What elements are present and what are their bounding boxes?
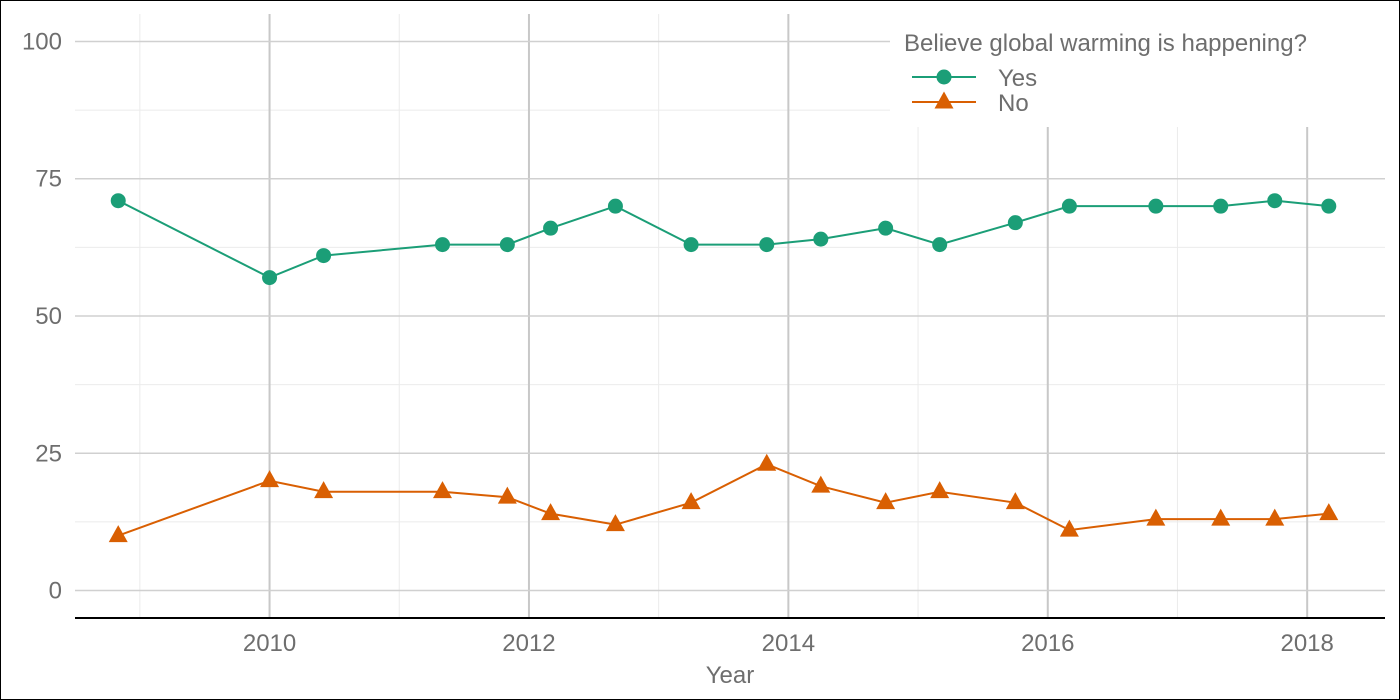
- y-tick-label: 75: [35, 166, 62, 193]
- x-tick-label: 2012: [502, 630, 555, 657]
- data-point-no: [1146, 508, 1166, 526]
- data-point-no: [1265, 508, 1285, 526]
- data-point-yes: [1321, 198, 1337, 214]
- legend-marker-yes: [936, 69, 952, 85]
- data-point-no: [757, 453, 777, 471]
- data-point-yes: [543, 220, 559, 236]
- data-point-yes: [316, 248, 332, 264]
- data-point-no: [108, 525, 128, 543]
- x-axis-title: Year: [706, 662, 755, 689]
- data-point-yes: [262, 270, 278, 286]
- data-point-no: [1005, 492, 1025, 510]
- data-point-yes: [1061, 198, 1077, 214]
- data-point-no: [314, 481, 334, 499]
- legend-item-yes: Yes: [912, 65, 1037, 92]
- data-point-no: [605, 514, 625, 532]
- data-point-no: [811, 475, 831, 493]
- y-tick-label: 25: [35, 440, 62, 467]
- legend: Believe global warming is happening? Yes…: [904, 30, 1307, 117]
- series-layer: [108, 193, 1339, 543]
- data-point-yes: [1148, 198, 1164, 214]
- series-line-no: [117, 463, 1329, 537]
- legend-title: Believe global warming is happening?: [904, 30, 1307, 57]
- data-point-no: [260, 470, 280, 488]
- data-point-yes: [607, 198, 623, 214]
- data-point-yes: [1213, 198, 1229, 214]
- x-tick-label: 2018: [1280, 630, 1333, 657]
- data-point-yes: [110, 193, 126, 209]
- legend-background: [890, 14, 1385, 127]
- data-point-no: [497, 486, 517, 504]
- data-point-yes: [1267, 193, 1283, 209]
- y-axis-ticks: 0 25 50 75 100: [22, 28, 62, 604]
- series-no: [108, 453, 1339, 543]
- x-tick-label: 2014: [762, 630, 815, 657]
- data-point-no: [541, 503, 561, 521]
- data-point-no: [432, 481, 452, 499]
- data-point-no: [681, 492, 701, 510]
- y-tick-label: 0: [49, 578, 62, 605]
- data-point-no: [930, 481, 950, 499]
- data-point-yes: [434, 237, 450, 253]
- x-tick-label: 2010: [243, 630, 296, 657]
- x-axis-ticks: 2010 2012 2014 2016 2018: [243, 630, 1334, 657]
- data-point-no: [1059, 519, 1079, 537]
- series-yes: [110, 193, 1337, 286]
- data-point-yes: [878, 220, 894, 236]
- series-line-yes: [117, 199, 1329, 279]
- data-point-yes: [1007, 215, 1023, 231]
- legend-label-yes: Yes: [998, 65, 1037, 92]
- data-point-yes: [932, 237, 948, 253]
- data-point-yes: [813, 231, 829, 247]
- data-point-yes: [759, 237, 775, 253]
- legend-marker-no: [934, 91, 954, 109]
- y-tick-label: 100: [22, 28, 62, 55]
- data-point-yes: [499, 237, 515, 253]
- data-point-no: [1319, 503, 1339, 521]
- x-tick-label: 2016: [1021, 630, 1074, 657]
- legend-label-no: No: [998, 90, 1029, 117]
- data-point-no: [1211, 508, 1231, 526]
- legend-item-no: No: [912, 90, 1029, 117]
- data-point-yes: [683, 237, 699, 253]
- y-tick-label: 50: [35, 303, 62, 330]
- data-point-no: [876, 492, 896, 510]
